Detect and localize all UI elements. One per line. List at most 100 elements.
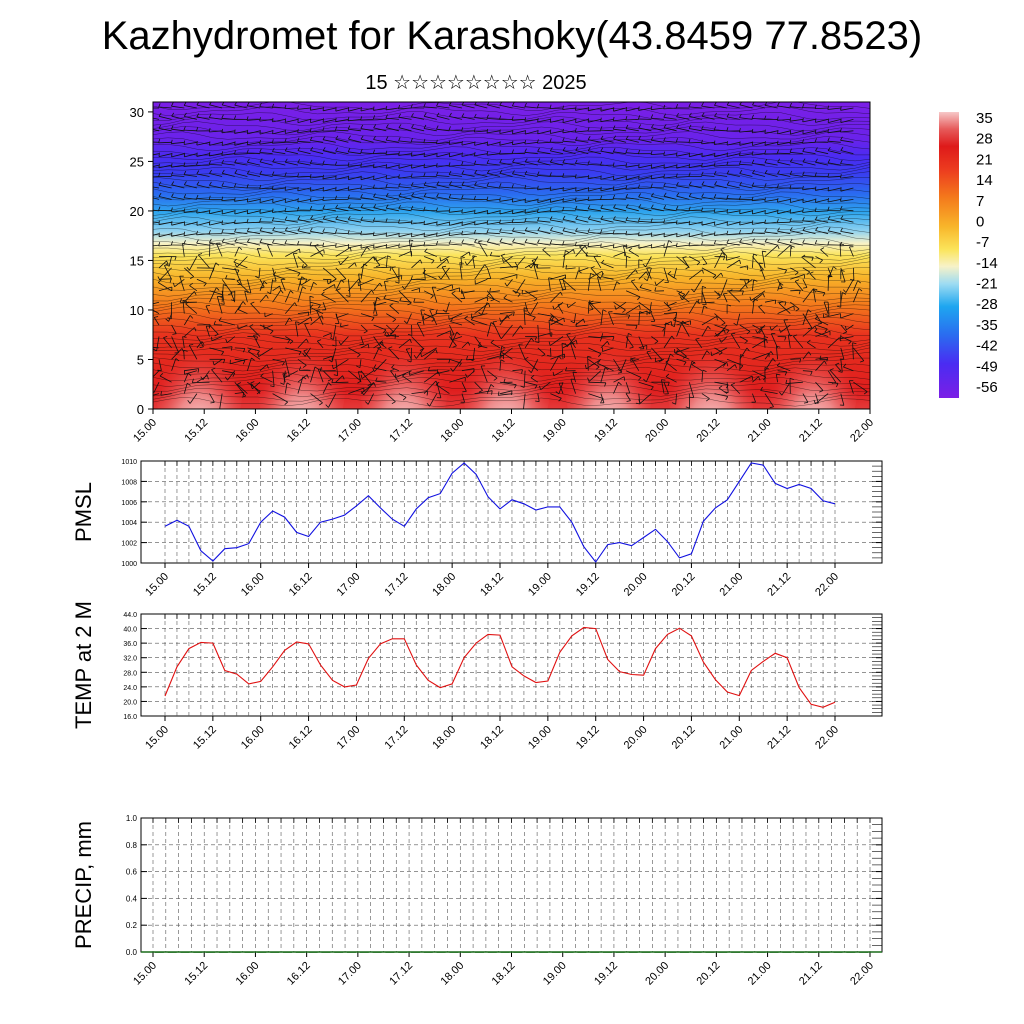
wind-barb-flag bbox=[335, 135, 339, 140]
wind-barb bbox=[411, 233, 425, 238]
wind-barb-flag bbox=[587, 377, 590, 382]
wind-barb-flag bbox=[643, 277, 648, 282]
y-tick-label: 25 bbox=[130, 154, 144, 169]
wind-barb-flag bbox=[777, 198, 779, 203]
isotherm-line bbox=[153, 286, 870, 297]
wind-barb bbox=[373, 244, 387, 249]
wind-barb-flag bbox=[436, 102, 439, 107]
wind-barb-flag bbox=[635, 402, 640, 405]
wind-barb bbox=[402, 375, 412, 383]
wind-barb bbox=[802, 230, 816, 235]
wind-barb bbox=[628, 250, 640, 257]
wind-barb bbox=[537, 141, 551, 144]
wind-barb-flag bbox=[363, 263, 368, 267]
wind-barb bbox=[761, 251, 766, 268]
x-tick-label: 19.12 bbox=[574, 571, 602, 599]
isotherm-line bbox=[153, 191, 870, 201]
x-tick-label: 21.00 bbox=[746, 417, 774, 445]
wind-barb bbox=[827, 370, 837, 383]
wind-barb bbox=[373, 176, 387, 180]
colorbar-label: -28 bbox=[976, 296, 998, 313]
wind-barb bbox=[499, 315, 508, 326]
wind-barb bbox=[663, 221, 677, 224]
wind-barb-flag bbox=[435, 381, 440, 385]
wind-barb bbox=[237, 384, 248, 394]
colorbar-label: -35 bbox=[976, 317, 998, 334]
isotherm-line bbox=[153, 316, 870, 327]
wind-barb-flag bbox=[170, 171, 174, 176]
wind-barb bbox=[593, 256, 602, 269]
wind-barb bbox=[209, 173, 223, 177]
wind-barb bbox=[340, 324, 349, 328]
wind-barb-flag bbox=[762, 376, 767, 381]
wind-barb bbox=[530, 359, 539, 373]
wind-barb-flag bbox=[815, 129, 817, 134]
wind-barb-flag bbox=[297, 240, 300, 245]
wind-barb bbox=[562, 187, 576, 192]
wind-barb-flag bbox=[813, 399, 816, 404]
wind-barb-flag bbox=[726, 304, 732, 307]
wind-barb bbox=[259, 279, 265, 288]
wind-barb-flag bbox=[706, 350, 710, 354]
wind-barb bbox=[486, 153, 500, 156]
wind-barb-flag bbox=[467, 341, 471, 346]
wind-barb-flag bbox=[394, 334, 396, 339]
wind-barb bbox=[701, 115, 715, 120]
wind-barb-flag bbox=[158, 124, 162, 129]
wind-barb bbox=[625, 233, 639, 236]
wind-barb bbox=[815, 107, 829, 109]
x-tick-label: 18.12 bbox=[478, 724, 506, 752]
wind-barb bbox=[802, 187, 816, 191]
wind-barb-flag bbox=[272, 185, 274, 190]
isotherm-line bbox=[153, 256, 870, 267]
wind-barb-flag bbox=[764, 129, 766, 134]
wind-barb-flag bbox=[625, 124, 629, 129]
wind-barb bbox=[503, 297, 513, 303]
wind-barb bbox=[499, 359, 502, 371]
wind-barb bbox=[600, 119, 614, 123]
wind-barb bbox=[575, 150, 589, 155]
wind-barb-flag bbox=[209, 181, 212, 186]
wind-barb-flag bbox=[221, 169, 225, 174]
wind-barb bbox=[625, 290, 641, 298]
wind-barb bbox=[429, 393, 438, 407]
wind-barb bbox=[486, 267, 492, 279]
wind-barb-flag bbox=[309, 174, 312, 179]
wind-barb-flag bbox=[358, 273, 363, 275]
wind-barb bbox=[815, 187, 829, 191]
y-tick-label: 32.0 bbox=[123, 656, 137, 663]
wind-barb bbox=[335, 279, 342, 291]
x-tick-label: 18.12 bbox=[490, 417, 518, 445]
wind-barb bbox=[562, 339, 577, 349]
wind-barb bbox=[701, 184, 715, 189]
x-tick-label: 17.12 bbox=[382, 724, 410, 752]
wind-barb bbox=[827, 107, 841, 110]
wind-barb-flag bbox=[675, 350, 679, 354]
wind-barb-flag bbox=[388, 346, 393, 349]
wind-barb-flag bbox=[282, 361, 285, 366]
wind-barb bbox=[728, 291, 741, 303]
wind-barb bbox=[638, 311, 640, 326]
wind-barb-flag bbox=[398, 124, 402, 128]
wind-barb bbox=[840, 324, 848, 333]
wind-barb-flag bbox=[221, 114, 224, 119]
wind-barb-flag bbox=[232, 373, 236, 377]
wind-barb-flag bbox=[617, 368, 622, 372]
wind-barb bbox=[625, 152, 639, 155]
wind-barb-flag bbox=[398, 113, 401, 118]
wind-barb bbox=[676, 116, 690, 120]
wind-barb bbox=[764, 104, 778, 109]
wind-barb-flag bbox=[310, 146, 314, 151]
wind-barb bbox=[587, 164, 601, 166]
wind-barb-flag bbox=[271, 217, 275, 222]
wind-barb-flag bbox=[423, 181, 427, 186]
panel-grid bbox=[141, 614, 882, 716]
wind-barb bbox=[310, 107, 324, 111]
wind-barb-flag bbox=[246, 198, 249, 203]
wind-barb bbox=[663, 127, 677, 132]
wind-barb bbox=[815, 230, 829, 235]
wind-barb-flag bbox=[848, 340, 852, 345]
wind-barb-flag bbox=[461, 239, 464, 244]
wind-barb-flag bbox=[524, 238, 528, 243]
